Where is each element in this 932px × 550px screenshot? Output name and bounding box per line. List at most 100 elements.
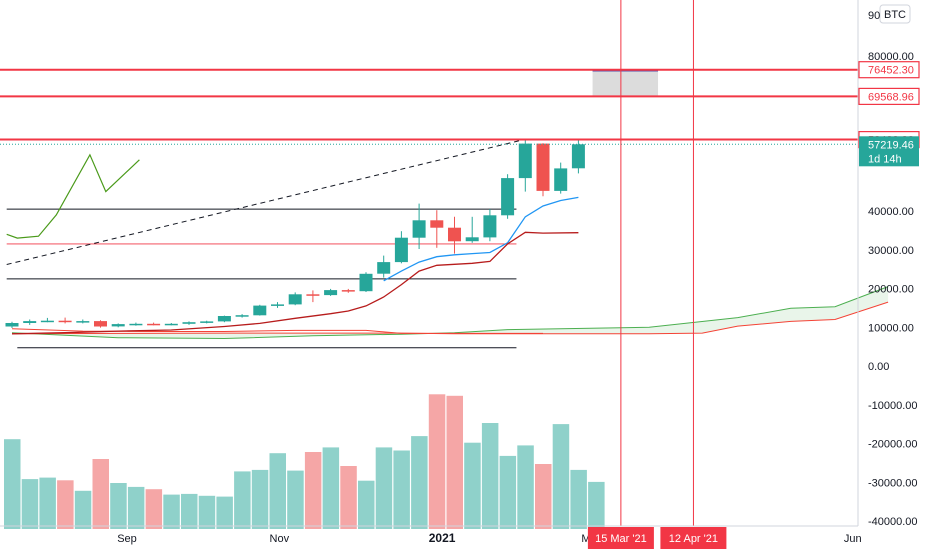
date-tag-1[interactable] (660, 527, 727, 549)
candle-body[interactable] (377, 262, 391, 274)
candle-body[interactable] (217, 316, 231, 322)
volume-bar (570, 469, 587, 529)
candle-body[interactable] (111, 324, 125, 327)
volume-bar (446, 395, 463, 529)
volume-bar (304, 452, 322, 529)
volume-bar (181, 493, 198, 529)
candle-body[interactable] (341, 290, 355, 292)
candle-body[interactable] (129, 323, 143, 326)
candle-body[interactable] (94, 321, 107, 327)
symbol-badge-box (879, 4, 911, 24)
y-tick-label: -40000.00 (868, 516, 918, 528)
volume-bar (234, 471, 251, 529)
y-tick-label: -10000.00 (868, 400, 918, 412)
candle-body[interactable] (182, 322, 196, 324)
candle-body[interactable] (430, 220, 444, 228)
candle-body[interactable] (554, 168, 568, 191)
symbol-badge[interactable]: BTC (879, 4, 911, 24)
y-tick-label: 10000.00 (868, 322, 914, 334)
volume-bar (481, 423, 499, 529)
countdown-label: 1d 14h (868, 153, 902, 165)
cloud-upper-line (11, 286, 889, 340)
volume-bar (552, 424, 570, 529)
volume-bar (269, 453, 286, 529)
y-tick-label: 30000.00 (868, 245, 914, 257)
candle-body[interactable] (465, 237, 479, 242)
candle-body[interactable] (359, 273, 373, 292)
ema-line (383, 196, 579, 282)
candle-body[interactable] (536, 143, 550, 191)
volume-bar (375, 447, 393, 529)
volume-bar (251, 469, 269, 529)
volume-bar (322, 447, 340, 529)
y-tick-label: 20000.00 (868, 284, 914, 296)
volume-bar (127, 486, 145, 529)
price-level-tag-1[interactable] (858, 87, 920, 106)
volume-bar (216, 496, 233, 529)
volume-bar (145, 489, 163, 529)
y-tick-label: 40000.00 (868, 206, 914, 218)
price-levels-layer (0, 0, 858, 526)
candle-body[interactable] (164, 323, 178, 326)
y-tick-label: -30000.00 (868, 477, 918, 489)
candle-body[interactable] (412, 220, 426, 238)
x-tick-label: Jun (844, 533, 862, 545)
candle-body[interactable] (58, 320, 72, 323)
date-tag-label: 15 Mar '21 (595, 533, 647, 545)
volume-bar (517, 445, 534, 529)
candle-body[interactable] (5, 323, 19, 327)
volume-bar (4, 439, 21, 529)
candle-body[interactable] (235, 315, 249, 317)
candle-body[interactable] (147, 323, 161, 326)
volume-bar (74, 490, 92, 529)
candle-body[interactable] (448, 227, 461, 242)
y-tick-label: 0.00 (868, 361, 889, 373)
volume-bar (287, 470, 304, 529)
date-tag-0[interactable] (587, 527, 654, 549)
volume-bar (588, 481, 605, 529)
volume-bar (464, 442, 481, 529)
volume-bar (393, 450, 410, 529)
volume-bar (428, 394, 446, 529)
candle-body[interactable] (288, 294, 302, 305)
top-tick-label: 90 (868, 10, 880, 22)
price-level-tag-label: 69568.96 (868, 91, 914, 103)
last-price-tag[interactable] (859, 136, 919, 167)
candle-body[interactable] (306, 294, 320, 296)
price-axis[interactable]: 80000.00 40000.00 30000.00 20000.00 10000.00… (857, 0, 920, 528)
date-tag-label: 12 Apr '21 (669, 533, 718, 545)
volume-bar (110, 483, 127, 529)
volume-layer (4, 394, 605, 529)
candle-body[interactable] (324, 290, 338, 296)
volume-bar (499, 455, 517, 529)
volume-bar (358, 480, 375, 529)
moving-average-line (11, 231, 579, 335)
x-tick-label: Sep (117, 533, 137, 545)
price-level-tag-label: 76452.30 (868, 65, 914, 77)
candle-body[interactable] (394, 237, 408, 263)
candle-body[interactable] (200, 321, 214, 323)
candles-layer (5, 139, 585, 328)
candle-body[interactable] (483, 215, 497, 238)
projection-box (592, 69, 659, 97)
volume-bar (92, 459, 109, 529)
volume-bar (535, 464, 552, 529)
candle-body[interactable] (76, 321, 90, 323)
candle-body[interactable] (501, 178, 515, 216)
candle-body[interactable] (40, 320, 54, 323)
volume-bar (57, 480, 74, 529)
y-tick-label: 80000.00 (868, 51, 914, 63)
candle-body[interactable] (271, 304, 284, 306)
volume-bar (340, 466, 357, 529)
dashed-trend-line[interactable] (6, 139, 524, 265)
candle-body[interactable] (571, 144, 585, 169)
candle-body[interactable] (518, 143, 532, 179)
last-price-label: 57219.46 (868, 139, 914, 151)
candle-body[interactable] (253, 305, 267, 316)
volume-bar (163, 494, 180, 529)
price-level-tag-0[interactable] (858, 61, 920, 79)
volume-bar (411, 436, 428, 529)
candle-body[interactable] (23, 321, 37, 323)
